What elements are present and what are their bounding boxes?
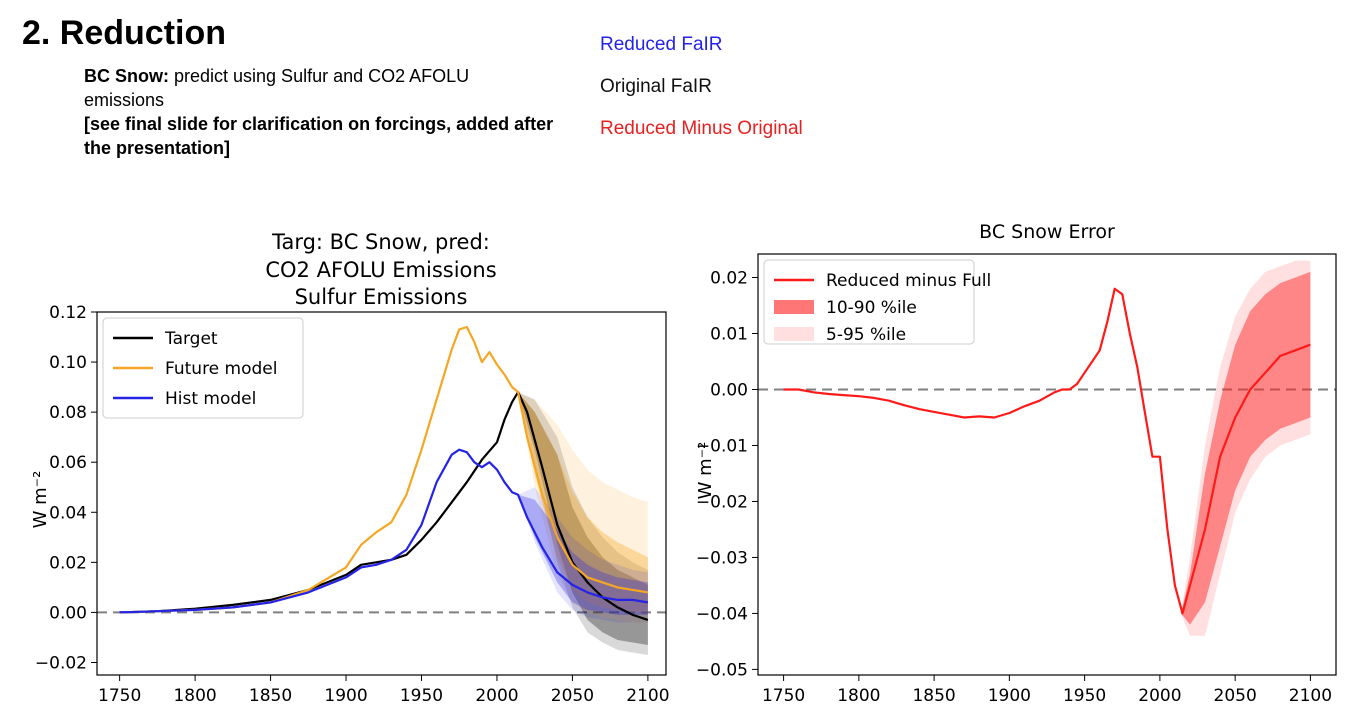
- color-legend-reduced: Reduced FaIR: [600, 34, 723, 55]
- uncertainty-band: [518, 494, 648, 615]
- x-tick-label: 2050: [551, 686, 594, 706]
- x-tick-label: 2000: [1138, 686, 1181, 706]
- uncertainty-band: [518, 392, 648, 645]
- uncertainty-band: [1181, 271, 1311, 625]
- color-legend-original: Original FaIR: [600, 76, 712, 97]
- y-tick-label: 0.10: [49, 353, 87, 373]
- y-tick-label: 0.00: [710, 380, 748, 400]
- series-line: [119, 325, 649, 614]
- uncertainty-band: [518, 392, 648, 623]
- x-tick-label: 1750: [98, 686, 141, 706]
- note-clarification: [see final slide for clarification on fo…: [84, 114, 554, 158]
- y-tick-label: 0.04: [49, 503, 87, 523]
- y-tick-label: 0.12: [49, 303, 87, 323]
- y-tick-label: −0.02: [696, 492, 748, 512]
- legend-label: Hist model: [165, 389, 256, 409]
- y-tick-label: 0.08: [49, 403, 87, 423]
- x-tick-label: 2050: [1214, 686, 1257, 706]
- y-tick-label: 0.06: [49, 453, 87, 473]
- color-legend-difference: Reduced Minus Original: [600, 118, 803, 139]
- x-tick-label: 1900: [324, 686, 367, 706]
- x-tick-label: 1850: [249, 686, 292, 706]
- plot-frame: [96, 311, 667, 676]
- y-axis-label: W m⁻²: [695, 442, 716, 500]
- y-tick-label: −0.01: [696, 436, 748, 456]
- legend-swatch: [774, 300, 814, 314]
- x-tick-label: 2000: [475, 686, 518, 706]
- legend-label: 5-95 %ile: [826, 325, 906, 345]
- legend-label: Target: [164, 329, 218, 349]
- uncertainty-band: [1181, 260, 1311, 636]
- x-tick-label: 1950: [400, 686, 443, 706]
- chart-title: CO2 AFOLU Emissions: [265, 258, 496, 282]
- legend-label: Reduced minus Full: [826, 271, 991, 291]
- legend-label: Future model: [165, 359, 277, 379]
- y-tick-label: −0.05: [696, 660, 748, 680]
- chart-title: Sulfur Emissions: [295, 285, 468, 309]
- uncertainty-band: [518, 392, 648, 613]
- legend-swatch: [774, 327, 814, 341]
- y-axis-label: W m⁻²: [30, 471, 51, 529]
- y-tick-label: 0.02: [710, 269, 748, 289]
- uncertainty-band: [518, 392, 648, 655]
- y-tick-label: 0.01: [710, 324, 748, 344]
- legend-box: [102, 317, 304, 419]
- x-tick-label: 1950: [1063, 686, 1106, 706]
- y-tick-label: −0.04: [696, 604, 748, 624]
- series-line: [119, 448, 649, 614]
- x-tick-label: 1750: [762, 686, 805, 706]
- x-tick-label: 1900: [988, 686, 1031, 706]
- plot-area: [783, 260, 1311, 636]
- y-tick-label: −0.03: [696, 548, 748, 568]
- bc-snow-error-chart: BC Snow Error 1750 1800 1850 1900 1950 2000 205…: [695, 221, 1337, 706]
- slide-title: 2. Reduction: [22, 14, 227, 52]
- bc-snow-prediction-chart: Targ: BC Snow, pred: CO2 AFOLU Emissions S…: [30, 230, 670, 706]
- x-tick-label: 1800: [837, 686, 880, 706]
- chart-title: BC Snow Error: [979, 221, 1115, 243]
- note-text: predict using Sulfur and CO2 AFOLU emiss…: [84, 66, 470, 110]
- chart-title: Targ: BC Snow, pred:: [271, 230, 490, 254]
- y-tick-label: 0.02: [49, 553, 87, 573]
- plot-area: [119, 325, 649, 655]
- slide-note: BC Snow: predict using Sulfur and CO2 AF…: [84, 64, 554, 160]
- x-tick-label: 1800: [173, 686, 216, 706]
- plot-frame: [757, 253, 1337, 676]
- x-tick-label: 1850: [912, 686, 955, 706]
- note-bold-label: BC Snow:: [84, 66, 169, 86]
- y-tick-label: −0.02: [35, 653, 87, 673]
- series-line: [783, 287, 1311, 615]
- x-tick-label: 2100: [626, 686, 669, 706]
- y-tick-label: 0.00: [49, 603, 87, 623]
- legend-label: 10-90 %ile: [826, 298, 917, 318]
- legend-box: [763, 259, 975, 345]
- x-tick-label: 2100: [1289, 686, 1332, 706]
